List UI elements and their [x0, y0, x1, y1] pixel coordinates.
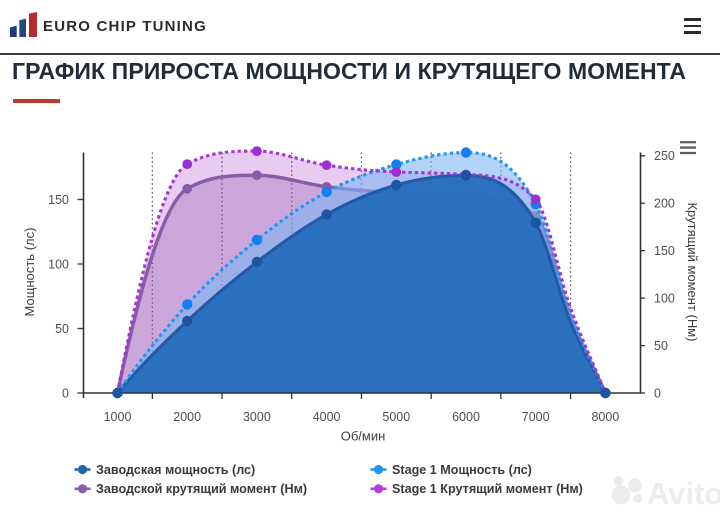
svg-text:3000: 3000 — [243, 410, 271, 424]
svg-text:200: 200 — [654, 197, 675, 211]
svg-text:0: 0 — [62, 386, 69, 400]
svg-text:Stage 1 Крутящий момент (Нм): Stage 1 Крутящий момент (Нм) — [392, 482, 583, 496]
svg-text:7000: 7000 — [522, 410, 550, 424]
svg-text:5000: 5000 — [382, 410, 410, 424]
svg-text:8000: 8000 — [591, 410, 619, 424]
svg-text:Заводской крутящий момент (Нм): Заводской крутящий момент (Нм) — [96, 482, 307, 496]
svg-text:Крутящий момент (Нм): Крутящий момент (Нм) — [685, 202, 700, 341]
svg-text:Avito: Avito — [647, 476, 720, 511]
svg-text:6000: 6000 — [452, 410, 480, 424]
svg-text:4000: 4000 — [313, 410, 341, 424]
svg-text:100: 100 — [654, 291, 675, 305]
svg-text:50: 50 — [654, 339, 668, 353]
svg-text:Мощность (лс): Мощность (лс) — [22, 228, 37, 317]
svg-text:250: 250 — [654, 149, 675, 163]
svg-text:Stage 1 Мощность (лс): Stage 1 Мощность (лс) — [392, 463, 532, 477]
svg-text:150: 150 — [48, 193, 69, 207]
svg-text:Заводская мощность (лс): Заводская мощность (лс) — [96, 463, 255, 477]
svg-text:1000: 1000 — [104, 410, 132, 424]
svg-text:50: 50 — [55, 322, 69, 336]
svg-text:150: 150 — [654, 244, 675, 258]
svg-text:0: 0 — [654, 386, 661, 400]
svg-text:2000: 2000 — [173, 410, 201, 424]
svg-text:Об/мин: Об/мин — [341, 429, 386, 444]
svg-text:100: 100 — [48, 257, 69, 271]
